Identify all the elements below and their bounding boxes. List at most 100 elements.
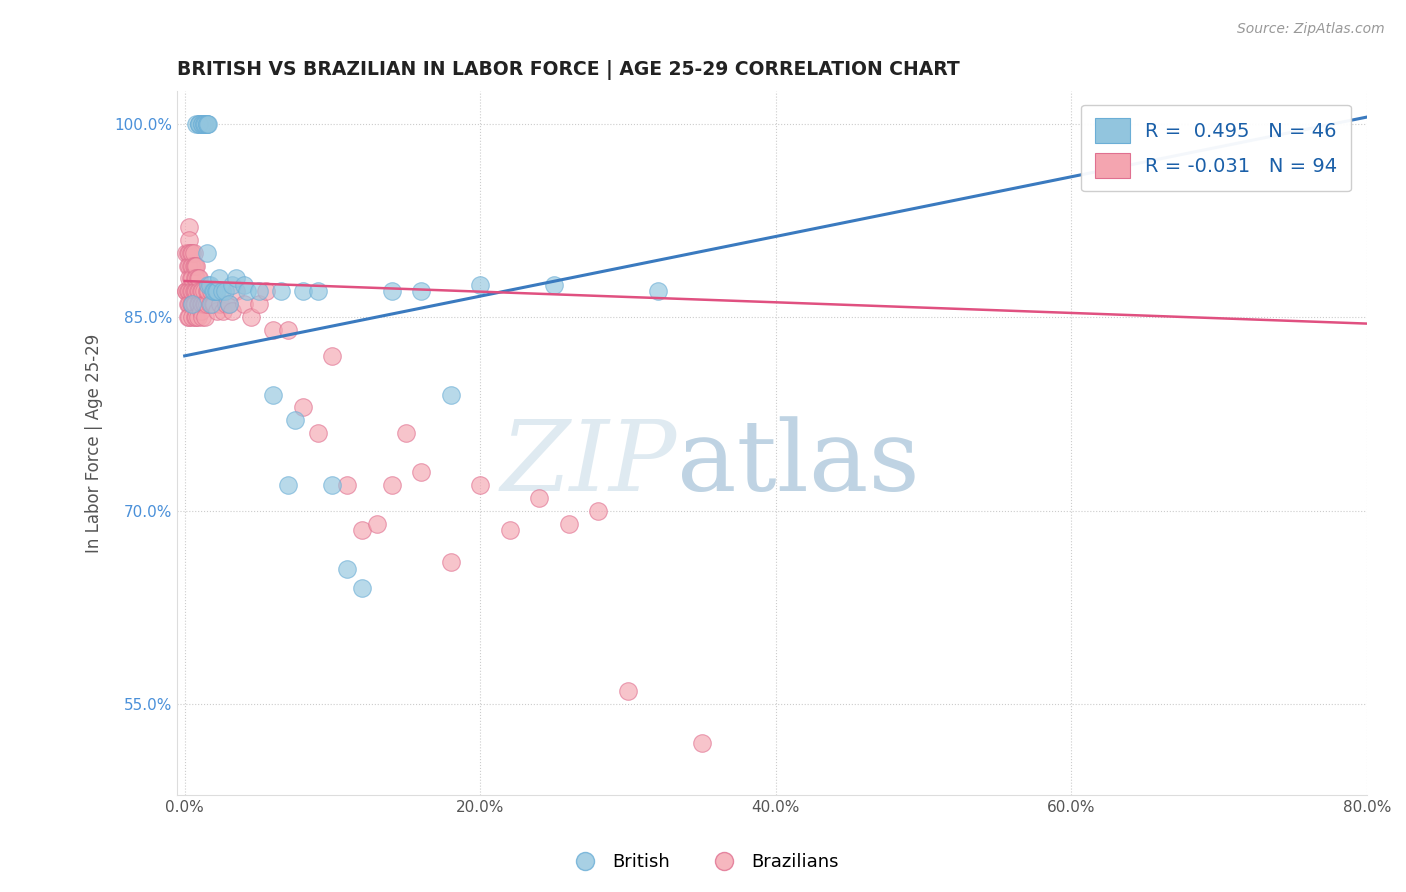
Point bbox=[215, 297, 238, 311]
Point bbox=[188, 116, 211, 130]
Point bbox=[183, 245, 205, 260]
Point bbox=[176, 297, 198, 311]
Point bbox=[235, 285, 257, 299]
Point bbox=[195, 285, 218, 299]
Point bbox=[174, 285, 197, 299]
Point bbox=[187, 297, 209, 311]
Point bbox=[204, 285, 226, 299]
Text: Source: ZipAtlas.com: Source: ZipAtlas.com bbox=[1237, 22, 1385, 37]
Point bbox=[240, 310, 263, 325]
Point bbox=[307, 426, 329, 441]
Point bbox=[254, 285, 277, 299]
Point bbox=[205, 285, 228, 299]
Point bbox=[277, 478, 299, 492]
Point bbox=[176, 310, 198, 325]
Text: BRITISH VS BRAZILIAN IN LABOR FORCE | AGE 25-29 CORRELATION CHART: BRITISH VS BRAZILIAN IN LABOR FORCE | AG… bbox=[177, 60, 960, 79]
Point bbox=[183, 297, 205, 311]
Point bbox=[307, 285, 329, 299]
Point bbox=[262, 323, 284, 337]
Point bbox=[191, 116, 214, 130]
Point bbox=[225, 285, 247, 299]
Point bbox=[195, 116, 218, 130]
Point bbox=[617, 684, 640, 698]
Point bbox=[350, 523, 373, 537]
Point bbox=[380, 285, 402, 299]
Point bbox=[690, 736, 713, 750]
Point bbox=[191, 310, 214, 325]
Point bbox=[187, 310, 209, 325]
Legend: British, Brazilians: British, Brazilians bbox=[560, 847, 846, 879]
Point bbox=[291, 401, 314, 415]
Point bbox=[180, 245, 202, 260]
Point bbox=[218, 297, 240, 311]
Point bbox=[177, 271, 200, 285]
Point bbox=[470, 478, 492, 492]
Point bbox=[193, 297, 215, 311]
Point bbox=[181, 271, 204, 285]
Point bbox=[200, 285, 222, 299]
Point bbox=[186, 271, 208, 285]
Point bbox=[186, 259, 208, 273]
Point bbox=[177, 219, 200, 234]
Point bbox=[221, 303, 243, 318]
Point bbox=[191, 116, 214, 130]
Point bbox=[588, 504, 610, 518]
Point bbox=[181, 310, 204, 325]
Point bbox=[232, 277, 254, 292]
Point bbox=[187, 271, 209, 285]
Point bbox=[177, 259, 200, 273]
Point bbox=[181, 245, 204, 260]
Point bbox=[208, 271, 231, 285]
Point bbox=[470, 277, 492, 292]
Point bbox=[195, 297, 218, 311]
Point bbox=[197, 116, 219, 130]
Point bbox=[262, 387, 284, 401]
Point bbox=[177, 233, 200, 247]
Point bbox=[174, 285, 197, 299]
Point bbox=[225, 271, 247, 285]
Point bbox=[350, 581, 373, 595]
Point bbox=[184, 259, 207, 273]
Point bbox=[187, 285, 209, 299]
Point bbox=[647, 285, 669, 299]
Point bbox=[180, 285, 202, 299]
Point bbox=[188, 285, 211, 299]
Point bbox=[195, 116, 218, 130]
Point bbox=[197, 285, 219, 299]
Point bbox=[194, 116, 217, 130]
Point bbox=[180, 259, 202, 273]
Point bbox=[181, 297, 204, 311]
Point bbox=[188, 116, 211, 130]
Point bbox=[181, 259, 204, 273]
Point bbox=[184, 285, 207, 299]
Point bbox=[184, 271, 207, 285]
Point bbox=[180, 297, 202, 311]
Text: ZIP: ZIP bbox=[501, 417, 676, 512]
Point bbox=[193, 285, 215, 299]
Point bbox=[191, 297, 214, 311]
Point bbox=[284, 413, 307, 427]
Point bbox=[190, 303, 212, 318]
Point bbox=[181, 297, 204, 311]
Point bbox=[499, 523, 522, 537]
Point bbox=[200, 297, 222, 311]
Point bbox=[176, 285, 198, 299]
Point bbox=[195, 116, 218, 130]
Point bbox=[186, 310, 208, 325]
Point bbox=[202, 297, 225, 311]
Point bbox=[194, 297, 217, 311]
Point bbox=[321, 349, 343, 363]
Point bbox=[202, 285, 225, 299]
Point bbox=[409, 465, 432, 479]
Text: atlas: atlas bbox=[676, 417, 920, 512]
Point bbox=[321, 478, 343, 492]
Point bbox=[176, 259, 198, 273]
Point bbox=[409, 285, 432, 299]
Point bbox=[270, 285, 292, 299]
Point bbox=[247, 285, 270, 299]
Point bbox=[543, 277, 565, 292]
Point bbox=[183, 259, 205, 273]
Point bbox=[195, 245, 218, 260]
Point bbox=[177, 297, 200, 311]
Point bbox=[380, 478, 402, 492]
